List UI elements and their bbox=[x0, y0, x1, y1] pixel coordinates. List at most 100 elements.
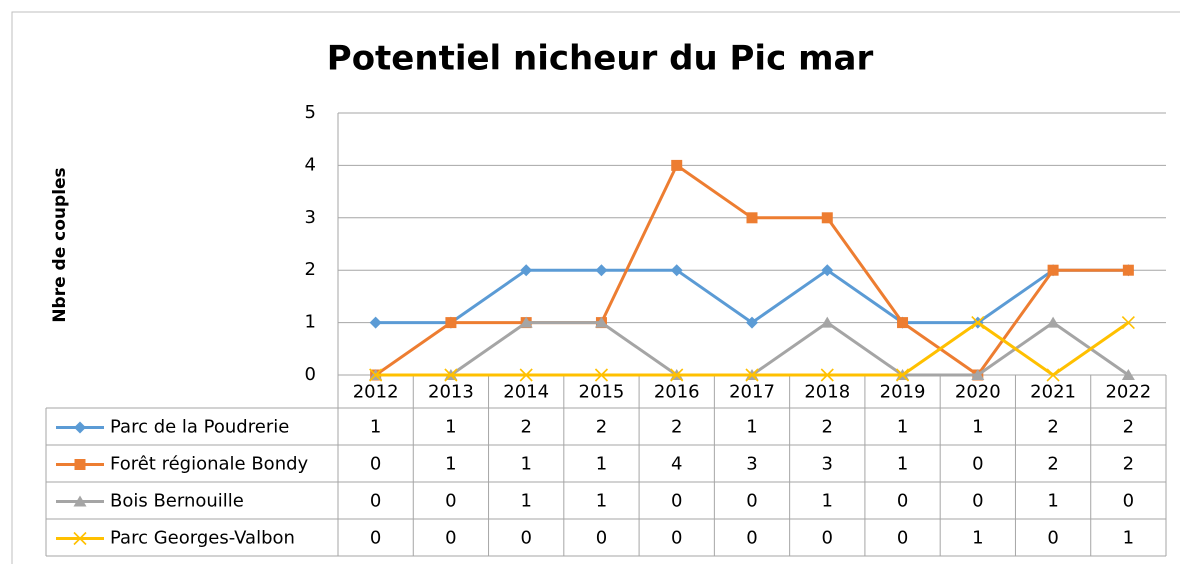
table-value: 1 bbox=[972, 528, 983, 549]
x-tick-label: 2020 bbox=[955, 382, 1001, 403]
data-point bbox=[519, 316, 533, 328]
y-tick-label: 3 bbox=[305, 207, 316, 228]
table-value: 4 bbox=[671, 454, 682, 475]
legend-label: Forêt régionale Bondy bbox=[110, 454, 309, 475]
x-tick-label: 2018 bbox=[804, 382, 850, 403]
data-point bbox=[1047, 264, 1059, 276]
data-point bbox=[897, 317, 909, 329]
chart-border bbox=[11, 11, 1180, 564]
table-value: 1 bbox=[370, 417, 381, 438]
table-value: 1 bbox=[596, 491, 607, 512]
table-value: 2 bbox=[1047, 454, 1058, 475]
table-value: 0 bbox=[445, 491, 456, 512]
table-value: 1 bbox=[520, 491, 531, 512]
table-value: 0 bbox=[897, 528, 908, 549]
table-value: 1 bbox=[1123, 528, 1134, 549]
data-point bbox=[671, 159, 683, 171]
table-value: 0 bbox=[822, 528, 833, 549]
table-value: 2 bbox=[1123, 417, 1134, 438]
table-value: 0 bbox=[671, 528, 682, 549]
data-point bbox=[821, 212, 833, 224]
y-axis-label: Nbre de couples bbox=[50, 167, 70, 322]
data-point bbox=[1121, 369, 1135, 380]
table-value: 0 bbox=[445, 528, 456, 549]
table-value: 0 bbox=[671, 491, 682, 512]
data-point bbox=[594, 316, 608, 328]
table-value: 1 bbox=[897, 454, 908, 475]
table-value: 1 bbox=[897, 417, 908, 438]
data-point bbox=[445, 317, 457, 329]
table-value: 0 bbox=[1047, 528, 1058, 549]
table-value: 2 bbox=[1047, 417, 1058, 438]
table-value: 0 bbox=[1123, 491, 1134, 512]
table-value: 0 bbox=[370, 528, 381, 549]
y-tick-label: 1 bbox=[305, 312, 316, 333]
legend-marker bbox=[73, 495, 87, 507]
table-value: 1 bbox=[520, 454, 531, 475]
table-value: 0 bbox=[596, 528, 607, 549]
data-point bbox=[746, 212, 758, 224]
table-value: 0 bbox=[746, 491, 757, 512]
data-point bbox=[895, 368, 910, 382]
table-value: 0 bbox=[972, 454, 983, 475]
data-point bbox=[1122, 264, 1134, 276]
legend-label: Parc de la Poudrerie bbox=[110, 417, 289, 438]
data-point bbox=[670, 368, 684, 382]
table-value: 1 bbox=[596, 454, 607, 475]
chart-title: Potentiel nicheur du Pic mar bbox=[327, 39, 874, 79]
x-tick-label: 2012 bbox=[353, 382, 399, 403]
legend-marker bbox=[74, 459, 86, 470]
table-value: 0 bbox=[972, 491, 983, 512]
table-value: 1 bbox=[445, 417, 456, 438]
data-point bbox=[594, 368, 609, 382]
data-point bbox=[519, 368, 533, 382]
x-tick-label: 2015 bbox=[579, 382, 625, 403]
data-point bbox=[670, 264, 683, 277]
data-point bbox=[595, 264, 608, 277]
legend-marker bbox=[73, 531, 87, 546]
x-tick-label: 2014 bbox=[503, 382, 549, 403]
series-line bbox=[375, 268, 1129, 325]
data-point bbox=[369, 316, 382, 329]
data-point bbox=[369, 368, 383, 382]
x-tick-label: 2021 bbox=[1030, 382, 1076, 403]
table-value: 0 bbox=[370, 491, 381, 512]
data-point bbox=[746, 316, 758, 329]
table-value: 2 bbox=[596, 417, 607, 438]
data-point bbox=[820, 368, 834, 382]
table-value: 1 bbox=[445, 454, 456, 475]
y-tick-label: 5 bbox=[305, 102, 316, 123]
data-point bbox=[971, 316, 985, 330]
table-value: 2 bbox=[520, 417, 531, 438]
table-value: 2 bbox=[671, 417, 682, 438]
data-point bbox=[820, 316, 834, 328]
data-point bbox=[520, 264, 533, 277]
table-value: 1 bbox=[972, 417, 983, 438]
data-point bbox=[971, 369, 985, 380]
table-value: 0 bbox=[897, 491, 908, 512]
legend-label: Bois Bernouille bbox=[110, 491, 244, 512]
table-value: 1 bbox=[822, 491, 833, 512]
table-value: 3 bbox=[746, 454, 757, 475]
table-value: 3 bbox=[822, 454, 833, 475]
x-tick-label: 2013 bbox=[428, 382, 474, 403]
table-value: 1 bbox=[746, 417, 757, 438]
data-point bbox=[1046, 368, 1060, 382]
y-tick-label: 0 bbox=[305, 364, 316, 385]
table-value: 0 bbox=[520, 528, 531, 549]
table-value: 0 bbox=[370, 454, 381, 475]
y-tick-label: 4 bbox=[305, 154, 316, 175]
y-tick-label: 2 bbox=[305, 259, 316, 280]
legend-marker bbox=[74, 421, 86, 434]
legend-label: Parc Georges-Valbon bbox=[110, 528, 295, 549]
x-tick-label: 2022 bbox=[1105, 382, 1151, 403]
x-tick-label: 2016 bbox=[654, 382, 700, 403]
data-point bbox=[1121, 316, 1135, 330]
table-value: 1 bbox=[1047, 491, 1058, 512]
table-value: 2 bbox=[822, 417, 833, 438]
data-point bbox=[745, 368, 759, 382]
data-point bbox=[1046, 316, 1060, 328]
data-point bbox=[444, 368, 458, 382]
x-tick-label: 2019 bbox=[880, 382, 926, 403]
